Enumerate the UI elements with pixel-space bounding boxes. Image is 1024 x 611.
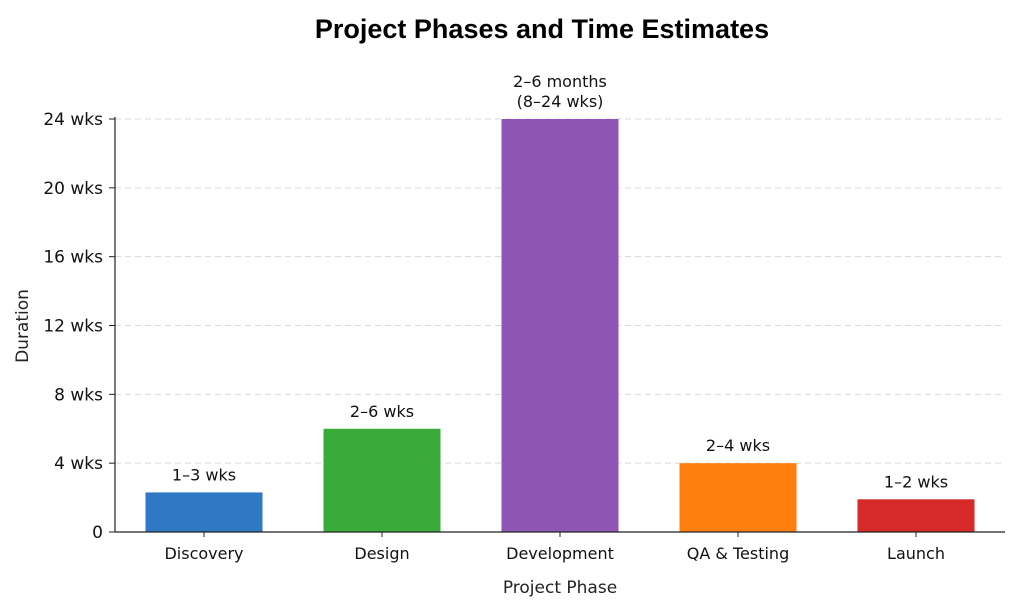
x-tick-label: Design	[354, 544, 409, 563]
bars	[145, 119, 975, 532]
y-axis-label: Duration	[13, 289, 33, 363]
chart-title: Project Phases and Time Estimates	[315, 14, 769, 44]
bar-qa-testing	[679, 463, 797, 532]
bar-development	[501, 119, 619, 532]
value-labels: 1–3 wks 2–6 wks 2–6 months(8–24 wks) 2–4 wk…	[172, 72, 948, 491]
bar-value-label: 1–2 wks	[884, 472, 948, 491]
x-tick-label: Launch	[887, 544, 945, 563]
bar-design	[323, 428, 441, 532]
bar-value-label: 1–3 wks	[172, 465, 236, 484]
y-tick-label: 0	[92, 523, 103, 543]
x-tick-label: Discovery	[164, 544, 243, 563]
y-tick-label: 8 wks	[54, 385, 103, 405]
y-tick-label: 24 wks	[43, 110, 103, 130]
x-axis-label: Project Phase	[503, 578, 617, 598]
bar-discovery	[145, 492, 263, 532]
y-tick-label: 16 wks	[43, 248, 103, 268]
x-tick-label: Development	[506, 544, 614, 563]
bar-value-label: 2–6 wks	[350, 402, 414, 421]
bar-value-label: (8–24 wks)	[517, 92, 604, 111]
bar-value-label: 2–6 months	[513, 72, 607, 91]
y-tick-label: 12 wks	[43, 317, 103, 337]
axes: 0 4 wks 8 wks 12 wks 16 wks 20 wks 24 wks Disco…	[43, 110, 1005, 563]
y-tick-label: 20 wks	[43, 179, 103, 199]
y-tick-label: 4 wks	[54, 454, 103, 474]
x-tick-label: QA & Testing	[687, 544, 789, 563]
bar-launch	[857, 499, 975, 532]
bar-value-label: 2–4 wks	[706, 436, 770, 455]
